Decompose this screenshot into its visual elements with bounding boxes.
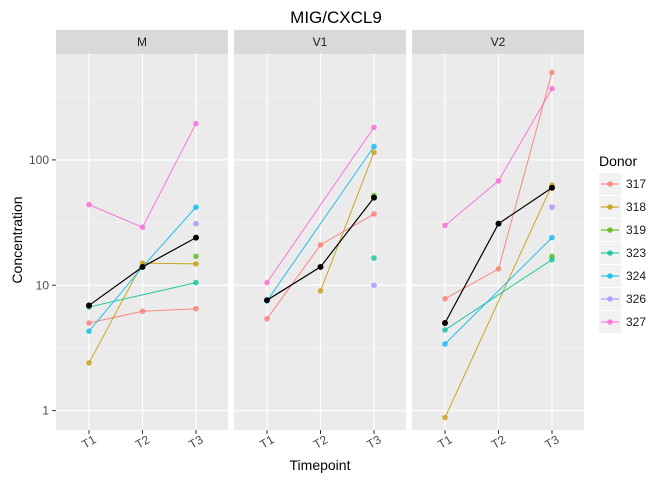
legend-item-318: 318 [599,196,646,218]
series-line-323 [444,259,553,331]
x-tick-label: T1 [435,432,454,451]
data-point-327 [549,85,555,92]
legend-key-point [607,319,613,325]
legend-key-point [607,273,613,279]
legend-key-point [607,181,613,187]
mean-point [193,234,199,241]
data-point-318 [317,288,324,294]
facet-strip-label: V1 [313,35,328,49]
x-tick-label: T2 [133,432,152,451]
data-point-318 [442,414,448,421]
legend-item-324: 324 [599,265,646,287]
data-point-324 [86,328,92,334]
x-tick-label: T1 [79,432,98,451]
x-axis-label: Timepoint [290,457,351,473]
legend-key-point [607,227,613,233]
x-tick-label: T2 [489,432,508,451]
data-point-318 [193,261,199,267]
series-line-318 [444,184,553,418]
facet-strip-label: M [137,35,147,49]
series-line-323 [88,282,197,308]
data-point-323 [442,327,448,333]
x-tick-label: T3 [542,432,561,451]
data-point-317 [371,211,377,217]
legend-item-317: 317 [599,173,646,195]
legend-item-327: 327 [599,311,646,333]
data-point-327 [264,279,270,286]
y-axis-label: Concentration [9,196,25,283]
legend-label: 327 [626,315,646,329]
mean-point [495,220,502,227]
mean-point [371,194,377,201]
legend-item-326: 326 [599,288,646,310]
legend-key-point [607,296,613,302]
mean-point [549,184,555,191]
data-point-327 [495,178,502,184]
data-point-319 [193,253,199,260]
data-point-317 [442,295,448,302]
data-point-324 [193,204,199,210]
data-point-326 [371,282,377,289]
mean-point [442,319,448,326]
data-point-323 [549,256,555,263]
series-line-318 [320,152,375,292]
legend-label: 319 [626,223,646,237]
data-point-324 [549,234,555,241]
x-tick-label: T1 [257,432,276,451]
data-point-317 [264,315,270,322]
data-point-323 [193,279,199,286]
legend-label: 326 [626,292,646,306]
legend-label: 324 [626,269,646,283]
data-point-326 [193,220,199,227]
data-point-317 [549,69,555,76]
data-point-318 [371,149,377,156]
data-point-323 [371,255,377,261]
y-tick-label: 100 [29,153,49,167]
mean-point [86,302,92,309]
mean-point [317,263,324,270]
legend-label: 323 [626,246,646,260]
panel-m: M T1 T2 T3 [56,30,228,452]
data-point-317 [495,266,502,272]
facet-strip [56,30,228,54]
x-tick-label: T3 [364,432,383,451]
facet-strip-label: V2 [491,35,506,49]
data-point-327 [139,224,146,231]
data-point-317 [86,320,92,326]
data-point-324 [371,143,377,150]
data-point-318 [86,360,92,366]
facet-strip [234,30,406,54]
legend-label: 317 [626,177,646,191]
chart-title: MIG/CXCL9 [290,8,382,27]
series-line-324 [444,237,553,345]
y-tick-label: 10 [36,278,50,292]
mean-point [264,297,270,304]
series-line-327 [266,127,375,283]
x-tick-label: T3 [186,432,205,451]
data-point-326 [549,204,555,210]
legend-item-323: 323 [599,242,646,264]
legend-label: 318 [626,200,646,214]
x-tick-label: T2 [311,432,330,451]
data-point-327 [371,124,377,131]
legend-key-point [607,204,613,210]
data-point-317 [317,242,324,248]
data-point-317 [139,308,146,315]
data-point-327 [193,120,199,127]
mean-point [139,263,146,270]
panel-v1: V1 T1 T2 T3 [234,30,406,452]
series-line-324 [266,146,375,302]
panel-v2: V2 T1 T2 T3 [412,30,584,452]
legend: Donor 317 318 319 323 324 326 327 [599,153,646,333]
facet-strip [412,30,584,54]
data-point-327 [86,201,92,208]
data-point-324 [442,341,448,347]
legend-key-point [607,250,613,256]
legend-title: Donor [599,153,637,169]
y-tick-label: 1 [42,404,49,418]
data-point-317 [193,305,199,312]
legend-item-319: 319 [599,219,646,241]
data-point-327 [442,222,448,229]
